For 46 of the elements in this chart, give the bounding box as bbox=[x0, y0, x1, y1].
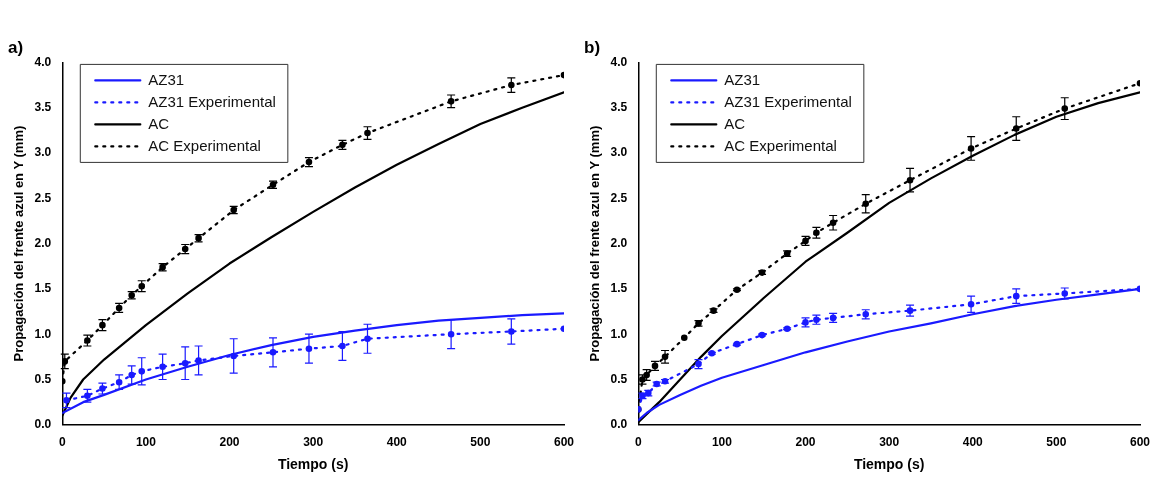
y-tick-label: 0.5 bbox=[34, 371, 52, 386]
y-tick-label: 3.5 bbox=[610, 100, 628, 115]
y-tick-label: 0.5 bbox=[610, 371, 628, 386]
y-tick-label: 0.0 bbox=[34, 417, 52, 432]
legend-label: AZ31 bbox=[148, 70, 185, 88]
y-tick-label: 1.5 bbox=[34, 281, 52, 296]
x-tick-label: 300 bbox=[879, 435, 900, 450]
x-tick-label: 300 bbox=[303, 435, 324, 450]
y-tick-label: 2.0 bbox=[610, 235, 628, 250]
y-tick-label: 1.5 bbox=[610, 281, 628, 296]
x-tick-label: 400 bbox=[962, 435, 984, 450]
legend-label: AZ31 Experimental bbox=[724, 92, 852, 110]
legend-label: AC Experimental bbox=[724, 136, 837, 154]
y-tick-label: 4.0 bbox=[34, 54, 52, 69]
legend-label: AZ31 Experimental bbox=[148, 92, 276, 110]
x-tick-label: 600 bbox=[1129, 435, 1151, 450]
chart-title: b) bbox=[584, 37, 601, 57]
x-tick-label: 100 bbox=[135, 435, 157, 450]
y-tick-label: 2.5 bbox=[610, 190, 628, 205]
y-tick-label: 3.5 bbox=[34, 100, 52, 115]
x-tick-label: 200 bbox=[219, 435, 240, 450]
x-tick-label: 0 bbox=[58, 435, 66, 450]
chart-title: a) bbox=[8, 37, 24, 57]
y-tick-label: 3.0 bbox=[610, 145, 628, 160]
y-tick-label: 1.0 bbox=[34, 326, 52, 341]
y-axis-title: Propagación del frente azul en Y (mm) bbox=[587, 125, 603, 362]
y-tick-label: 2.5 bbox=[34, 190, 52, 205]
legend-label: AC Experimental bbox=[148, 136, 261, 154]
y-tick-label: 3.0 bbox=[34, 145, 52, 160]
y-tick-label: 4.0 bbox=[610, 54, 628, 69]
x-tick-label: 500 bbox=[1046, 435, 1067, 450]
x-axis-title: Tiempo (s) bbox=[853, 456, 925, 473]
y-tick-label: 0.0 bbox=[610, 417, 628, 432]
legend-label: AZ31 bbox=[724, 70, 761, 88]
x-tick-label: 600 bbox=[553, 435, 575, 450]
x-tick-label: 400 bbox=[386, 435, 408, 450]
y-tick-label: 1.0 bbox=[610, 326, 628, 341]
legend-label: AC bbox=[724, 114, 746, 132]
x-tick-label: 200 bbox=[795, 435, 816, 450]
x-tick-label: 100 bbox=[711, 435, 733, 450]
legend-label: AC bbox=[148, 114, 170, 132]
x-axis-title: Tiempo (s) bbox=[277, 456, 349, 473]
x-tick-label: 0 bbox=[634, 435, 642, 450]
x-tick-label: 500 bbox=[470, 435, 491, 450]
y-axis-title: Propagación del frente azul en Y (mm) bbox=[11, 125, 27, 362]
y-tick-label: 2.0 bbox=[34, 235, 52, 250]
